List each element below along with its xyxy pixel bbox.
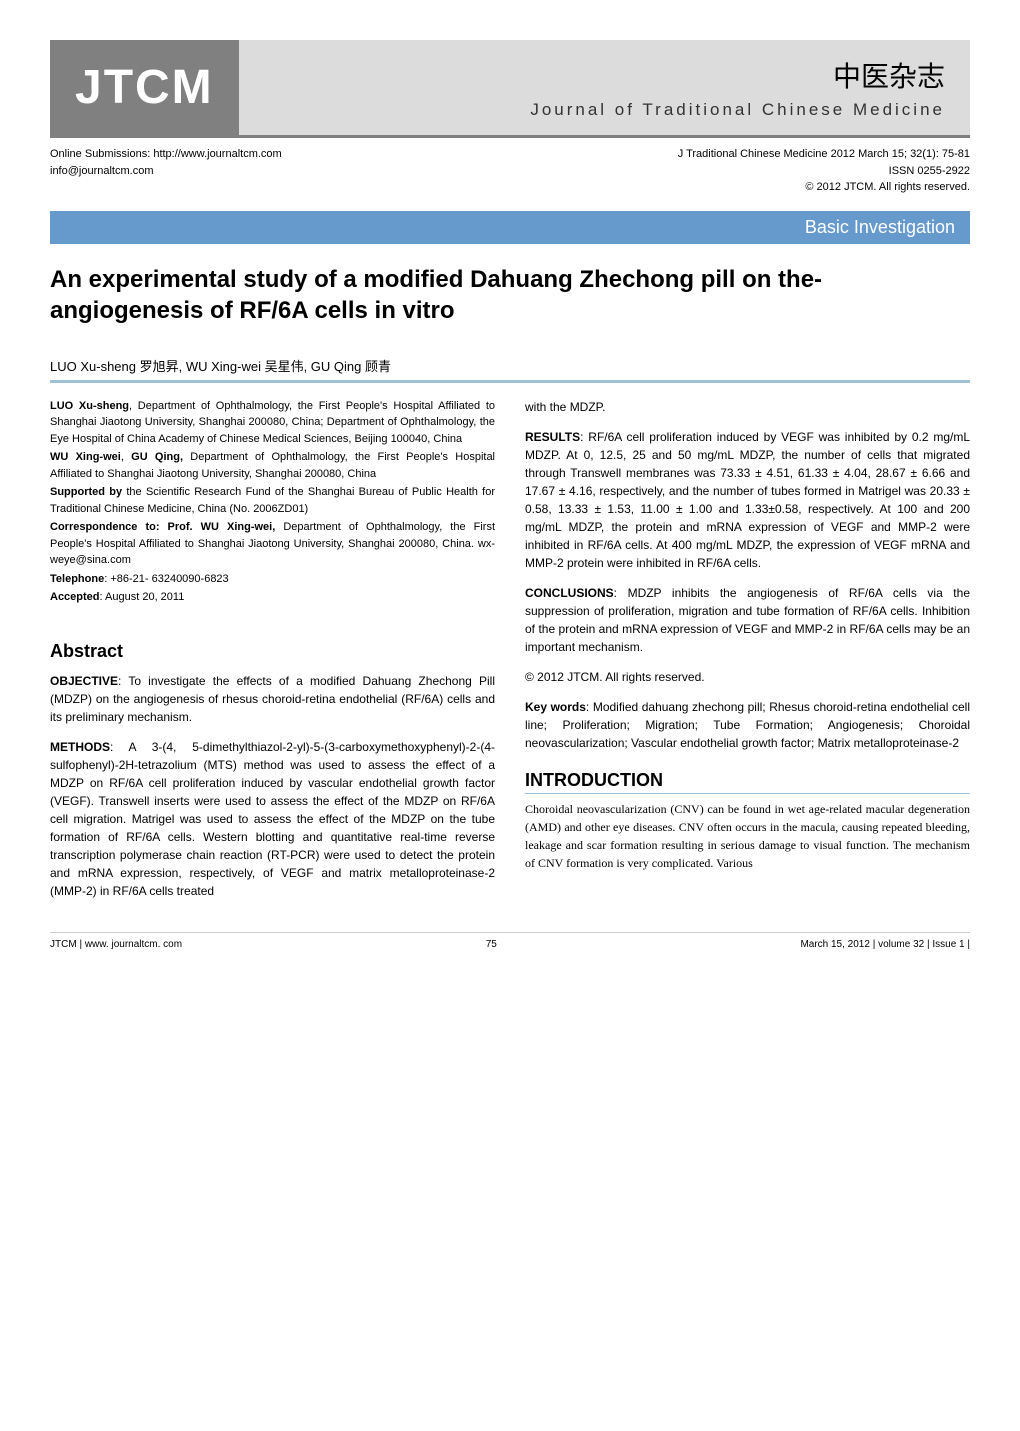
journal-title-box: 中医杂志 Journal of Traditional Chinese Medi… bbox=[239, 40, 970, 135]
methods-label: METHODS bbox=[50, 740, 110, 754]
keywords-label: Key words bbox=[525, 700, 586, 714]
abstract-heading: Abstract bbox=[50, 641, 495, 662]
abstract-body: OBJECTIVE: To investigate the effects of… bbox=[50, 672, 495, 900]
affiliation-block: LUO Xu-sheng, Department of Ophthalmolog… bbox=[50, 398, 495, 606]
author-list: LUO Xu-sheng 罗旭昇, WU Xing-wei 吴星伟, GU Qi… bbox=[50, 356, 970, 375]
methods-text: : A 3-(4, 5-dimethylthiazol-2-yl)-5-(3-c… bbox=[50, 740, 495, 898]
content-columns: LUO Xu-sheng, Department of Ophthalmolog… bbox=[50, 398, 970, 912]
header-meta-right: J Traditional Chinese Medicine 2012 Marc… bbox=[678, 146, 970, 196]
submission-url: Online Submissions: http://www.journaltc… bbox=[50, 146, 282, 163]
page-footer: JTCM | www. journaltcm. com 75 March 15,… bbox=[50, 932, 970, 950]
accepted-label: Accepted bbox=[50, 591, 100, 603]
support-label: Supported by bbox=[50, 486, 122, 498]
author-name-3: GU Qing, bbox=[131, 451, 183, 463]
chinese-journal-title: 中医杂志 bbox=[833, 55, 945, 95]
conclusions-label: CONCLUSIONS bbox=[525, 586, 614, 600]
header-copyright: © 2012 JTCM. All rights reserved. bbox=[678, 179, 970, 196]
introduction-text: Choroidal neovascularization (CNV) can b… bbox=[525, 800, 970, 872]
keywords-text: : Modified dahuang zhechong pill; Rhesus… bbox=[525, 700, 970, 750]
author-name-1: LUO Xu-sheng bbox=[50, 400, 129, 412]
right-column: with the MDZP. RESULTS: RF/6A cell proli… bbox=[525, 398, 970, 912]
introduction-heading: INTRODUCTION bbox=[525, 770, 970, 794]
telephone-label: Telephone bbox=[50, 573, 104, 585]
author-divider bbox=[50, 380, 970, 383]
footer-right: March 15, 2012 | volume 32 | Issue 1 | bbox=[800, 939, 970, 950]
section-banner: Basic Investigation bbox=[50, 211, 970, 244]
correspondence-label: Correspondence to: Prof. WU Xing-wei, bbox=[50, 521, 275, 533]
abstract-body-continued: with the MDZP. RESULTS: RF/6A cell proli… bbox=[525, 398, 970, 752]
journal-logo: JTCM bbox=[50, 40, 239, 135]
journal-full-title: Journal of Traditional Chinese Medicine bbox=[530, 100, 945, 120]
header-meta-left: Online Submissions: http://www.journaltc… bbox=[50, 146, 282, 196]
contact-email: info@journaltcm.com bbox=[50, 163, 282, 180]
objective-label: OBJECTIVE bbox=[50, 674, 118, 688]
header-meta: Online Submissions: http://www.journaltc… bbox=[50, 146, 970, 196]
accepted-text: : August 20, 2011 bbox=[100, 591, 185, 603]
header-banner: JTCM 中医杂志 Journal of Traditional Chinese… bbox=[50, 40, 970, 138]
results-label: RESULTS bbox=[525, 430, 580, 444]
issn-line: ISSN 0255-2922 bbox=[678, 163, 970, 180]
article-title: An experimental study of a modified Dahu… bbox=[50, 264, 970, 326]
author-name-2: WU Xing-wei bbox=[50, 451, 121, 463]
methods-continued: with the MDZP. bbox=[525, 398, 970, 416]
footer-page-number: 75 bbox=[486, 939, 497, 950]
footer-left: JTCM | www. journaltcm. com bbox=[50, 939, 182, 950]
telephone-text: : +86-21- 63240090-6823 bbox=[104, 573, 228, 585]
citation-line: J Traditional Chinese Medicine 2012 Marc… bbox=[678, 146, 970, 163]
abstract-copyright: © 2012 JTCM. All rights reserved. bbox=[525, 668, 970, 686]
left-column: LUO Xu-sheng, Department of Ophthalmolog… bbox=[50, 398, 495, 912]
results-text: : RF/6A cell proliferation induced by VE… bbox=[525, 430, 970, 570]
